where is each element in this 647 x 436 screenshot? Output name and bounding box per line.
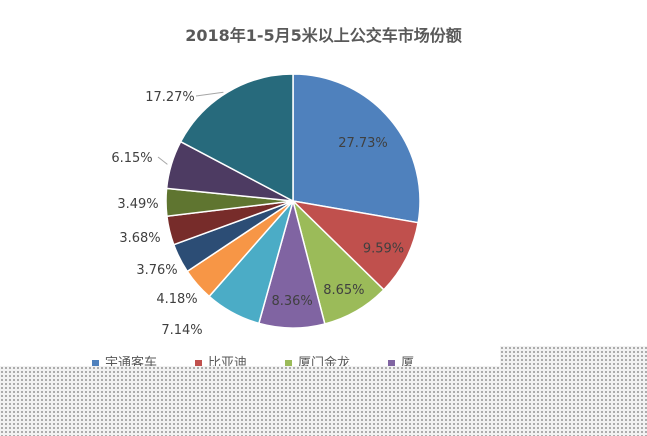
image-mask — [0, 366, 647, 436]
data-label-8: 3.68% — [119, 231, 160, 246]
legend-swatch — [195, 360, 203, 367]
data-label-9: 3.49% — [117, 197, 158, 212]
leader-line-11 — [195, 91, 224, 97]
data-label-3: 8.65% — [323, 283, 364, 298]
data-label-6: 4.18% — [156, 292, 197, 307]
leader-line-10 — [157, 156, 168, 165]
pie-slice-1 — [292, 73, 421, 224]
legend-swatch — [92, 360, 99, 367]
data-label-11: 17.27% — [145, 90, 195, 105]
data-label-5: 7.14% — [161, 323, 202, 338]
data-label-4: 8.36% — [271, 294, 312, 309]
legend-swatch — [285, 360, 293, 367]
data-label-7: 3.76% — [136, 263, 177, 278]
leader-lines — [157, 91, 224, 165]
data-label-10: 6.15% — [111, 151, 152, 166]
pie-slice-11 — [179, 73, 294, 203]
data-label-2: 9.59% — [363, 241, 404, 256]
chart-title: 2018年1-5月5米以上公交车市场份额 — [185, 26, 462, 45]
image-mask — [500, 346, 647, 368]
pie-slice-2 — [290, 199, 420, 291]
pie-slices — [165, 73, 421, 329]
data-label-1: 27.73% — [338, 136, 388, 151]
data-labels: 27.73% 9.59% 8.65% 8.36% 7.14% 4.18% 3.76% 3.68… — [111, 90, 404, 338]
legend-swatch — [388, 360, 396, 367]
